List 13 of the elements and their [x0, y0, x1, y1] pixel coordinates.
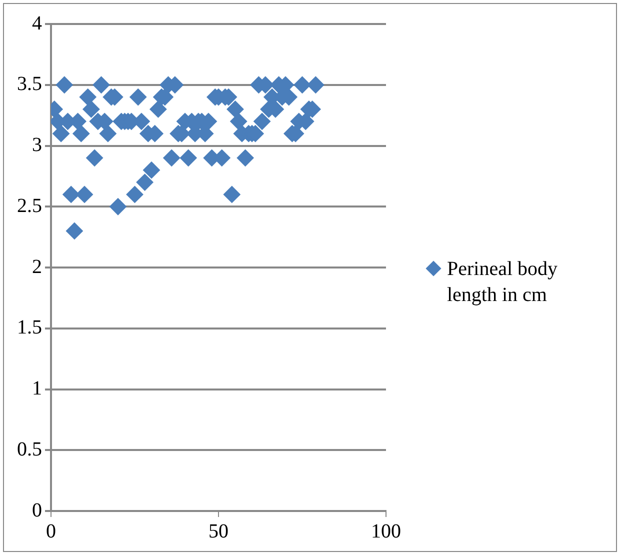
y-tick-label: 2 — [32, 256, 42, 278]
y-tick-label: 3.5 — [17, 73, 42, 96]
y-tick-label: 2.5 — [17, 194, 42, 217]
y-tick-label: 0.5 — [17, 438, 42, 460]
y-tick-label: 1 — [32, 378, 42, 400]
x-tick-label: 100 — [371, 520, 401, 542]
y-tick-label: 1.5 — [17, 316, 42, 339]
x-tick-label: 50 — [208, 520, 228, 542]
x-tick-label: 0 — [46, 520, 56, 542]
y-tick-label: 4 — [32, 12, 42, 34]
y-tick-label: 3 — [32, 134, 42, 156]
legend-label: Perineal body length in cm — [447, 257, 559, 308]
y-tick-label: 0 — [32, 499, 42, 522]
